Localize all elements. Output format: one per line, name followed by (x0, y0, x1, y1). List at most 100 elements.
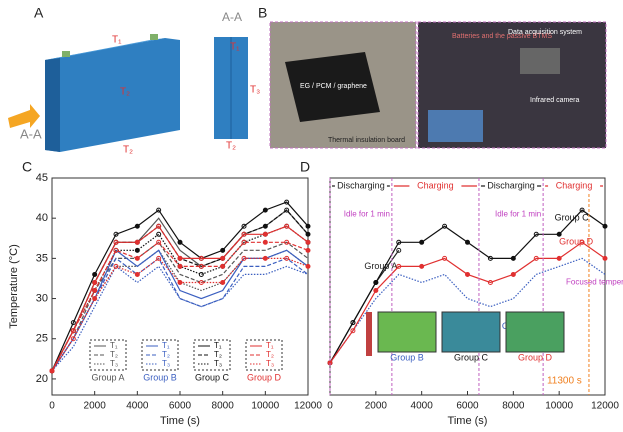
data-point (113, 231, 119, 237)
x-tick-label: 4000 (411, 401, 434, 412)
sensor-label: T₃ (250, 85, 260, 96)
data-point (49, 368, 55, 374)
legend-box (245, 339, 283, 371)
phase-label-bg (485, 180, 538, 192)
data-point (602, 223, 608, 229)
colorbar (366, 312, 372, 356)
data-point (262, 207, 268, 213)
screen (428, 110, 483, 142)
data-point (533, 255, 539, 261)
terminal (62, 51, 70, 57)
data-point (134, 223, 140, 229)
legend-label: T₂ (110, 350, 118, 359)
data-point (262, 223, 268, 229)
photo-label: Data acquisition system (508, 29, 582, 36)
photo-label: Batteries and the passive BTMS (452, 33, 552, 40)
data-point (419, 239, 425, 245)
phase-label: Discharging (337, 180, 385, 190)
data-point (602, 255, 608, 261)
data-point (92, 271, 98, 277)
image-label: Group B (390, 352, 424, 362)
y-tick-label: 40 (36, 212, 48, 224)
legend-label: T₂ (214, 350, 222, 359)
data-point (113, 247, 119, 253)
data-point (533, 231, 539, 237)
x-axis-title: Time (s) (448, 415, 488, 427)
sensor-label: T₂ (226, 141, 236, 152)
laptop (520, 48, 560, 74)
data-point (442, 255, 448, 261)
data-point (241, 231, 247, 237)
legend-box (193, 339, 231, 371)
annotation: Idle for 1 min (344, 209, 390, 218)
data-point (134, 247, 140, 253)
data-point (156, 255, 162, 261)
phase-label-bg (548, 180, 601, 192)
data-point (220, 263, 226, 269)
series-label: Group D (559, 237, 594, 247)
data-point (556, 255, 562, 261)
data-point (442, 223, 448, 229)
x-tick-label: 12000 (294, 401, 322, 412)
terminal (150, 34, 158, 40)
data-point (70, 320, 76, 326)
x-tick-label: 0 (49, 401, 55, 412)
data-point (113, 263, 119, 269)
phase-label-bg (334, 180, 387, 192)
data-point (284, 255, 290, 261)
data-point (134, 239, 140, 245)
phase-label: Charging (556, 180, 593, 190)
battery-top (45, 38, 165, 60)
thermal-image (505, 311, 565, 353)
series-label: Group C (555, 213, 590, 223)
data-point (262, 239, 268, 245)
x-tick-label: 6000 (169, 401, 192, 412)
data-point (220, 279, 226, 285)
data-point (156, 239, 162, 245)
x-tick-label: 12000 (591, 401, 619, 412)
legend-label: T₁ (214, 341, 222, 350)
legend-label: T₁ (110, 341, 118, 350)
sensor-label: T₁ (230, 42, 240, 53)
data-point (396, 239, 402, 245)
data-point (92, 279, 98, 285)
data-point (198, 263, 204, 269)
legend-label: T₃ (214, 359, 222, 368)
panel-label: D (300, 159, 310, 175)
phase-label-bg (409, 180, 462, 192)
data-point (284, 239, 290, 245)
data-point (419, 263, 425, 269)
panel-label: A (34, 5, 44, 21)
y-tick-label: 30 (36, 292, 48, 304)
series-label: Group A (364, 261, 397, 271)
sensor-label: T₂ (123, 145, 133, 156)
x-tick-label: 8000 (212, 401, 235, 412)
data-point (156, 231, 162, 237)
data-point (241, 239, 247, 245)
section-label: A-A (222, 10, 242, 24)
data-point (579, 239, 585, 245)
legend-label: T₃ (162, 359, 170, 368)
thermal-image (441, 311, 501, 353)
legend-label: T₃ (266, 359, 274, 368)
x-tick-label: 10000 (251, 401, 279, 412)
data-point (241, 255, 247, 261)
panel-label: C (22, 159, 32, 175)
data-point (284, 223, 290, 229)
annotation: Idle for 1 min (495, 209, 541, 218)
data-point (70, 328, 76, 334)
battery-side (45, 58, 60, 152)
image-label: Group D (518, 352, 553, 362)
x-tick-label: 2000 (84, 401, 107, 412)
phase-label: Charging (417, 180, 454, 190)
data-point (70, 336, 76, 342)
legend-group: Group B (143, 372, 177, 382)
legend-label: T₁ (162, 341, 170, 350)
data-point (134, 255, 140, 261)
x-tick-label: 8000 (502, 401, 525, 412)
data-point (579, 207, 585, 213)
data-point (487, 279, 493, 285)
data-point (305, 231, 311, 237)
